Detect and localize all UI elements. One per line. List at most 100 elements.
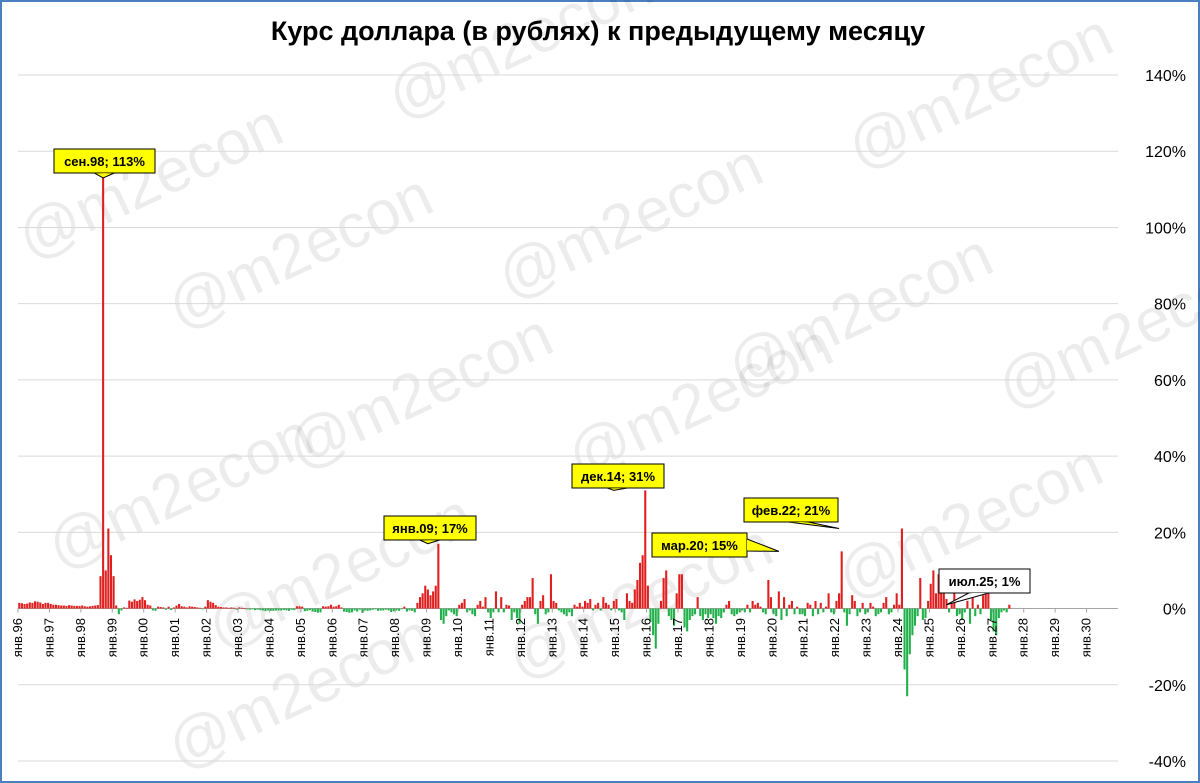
data-bar <box>801 608 804 615</box>
y-tick-label: -40% <box>1149 754 1186 771</box>
data-bar <box>193 607 196 609</box>
data-bar <box>790 600 793 609</box>
data-bar <box>170 608 173 611</box>
data-bar <box>437 543 440 609</box>
data-bar <box>743 608 746 613</box>
data-bar <box>678 574 681 609</box>
data-bar <box>290 608 293 610</box>
callout: дек.14; 31% <box>571 463 665 491</box>
data-bar <box>950 602 953 609</box>
data-bar <box>214 605 217 609</box>
data-bar <box>405 608 408 612</box>
data-bar <box>858 608 862 613</box>
data-bar <box>921 608 924 620</box>
data-bar <box>411 608 414 611</box>
y-tick-label: 0% <box>1163 602 1186 619</box>
data-bar <box>670 608 673 620</box>
x-tick-label: янв.28 <box>1016 618 1031 657</box>
data-bar <box>1003 608 1006 611</box>
data-bar <box>882 602 885 609</box>
data-bar <box>924 608 927 619</box>
data-bar <box>115 605 118 609</box>
data-bar <box>667 608 670 617</box>
data-bar <box>460 602 463 609</box>
data-bar <box>253 608 257 611</box>
data-bar <box>175 605 178 609</box>
data-bar <box>838 593 841 609</box>
data-bar <box>196 607 199 609</box>
data-bar <box>877 608 880 615</box>
data-bar <box>324 606 327 609</box>
x-tick-label: янв.01 <box>167 618 182 657</box>
data-bar <box>439 608 443 620</box>
data-bar <box>86 606 89 609</box>
data-bar <box>751 600 754 609</box>
data-bar <box>673 608 676 626</box>
callout-box <box>938 568 1031 594</box>
x-axis-ticks: янв.96 янв.97 янв.98 янв.99 янв.00 янв.01 янв.… <box>10 608 1094 657</box>
x-tick-label: янв.11 <box>481 618 496 656</box>
data-bar <box>78 605 81 609</box>
data-bar <box>395 608 398 611</box>
data-bar <box>413 608 416 613</box>
data-bar <box>623 608 626 620</box>
data-bar <box>570 608 573 617</box>
data-bar <box>890 608 893 613</box>
data-bar <box>942 585 945 609</box>
data-bar <box>149 605 152 609</box>
data-bar <box>819 602 822 609</box>
data-bar <box>424 585 427 609</box>
callout-label: янв.09; 17% <box>392 521 468 536</box>
data-bar <box>136 600 139 609</box>
data-bar <box>953 587 956 609</box>
data-bar <box>521 604 524 609</box>
x-tick-label: янв.03 <box>230 618 245 657</box>
data-bar <box>463 599 466 609</box>
data-bar <box>636 579 639 609</box>
data-bar <box>120 608 123 611</box>
data-bar <box>382 608 385 611</box>
data-bar <box>295 606 298 609</box>
data-bar <box>60 605 63 609</box>
data-bar <box>280 608 283 611</box>
gridlines <box>18 74 1118 762</box>
x-tick-label: янв.97 <box>41 618 56 657</box>
data-bar <box>88 606 92 609</box>
data-bar <box>65 605 68 609</box>
data-bar <box>47 602 50 609</box>
data-bar <box>366 608 369 611</box>
data-bar <box>332 606 335 609</box>
data-bar <box>487 608 490 613</box>
data-bar <box>709 608 712 615</box>
data-bar <box>154 608 157 611</box>
data-bar <box>159 607 162 609</box>
data-bar <box>94 605 97 609</box>
y-tick-label: 40% <box>1154 449 1186 466</box>
x-tick-label: янв.26 <box>953 618 968 657</box>
data-bar <box>484 597 487 609</box>
data-bar <box>353 608 356 611</box>
data-bar <box>927 600 930 609</box>
data-bar <box>638 562 642 609</box>
data-bar <box>683 608 686 628</box>
data-bar <box>686 608 689 632</box>
data-bar <box>662 578 665 609</box>
data-bar <box>369 608 372 611</box>
x-tick-label: янв.20 <box>764 618 779 657</box>
watermark-text: @m2econ <box>987 240 1200 422</box>
data-bar <box>725 604 728 609</box>
callout: сен.98; 113% <box>53 148 156 179</box>
x-tick-label: янв.96 <box>10 618 25 657</box>
x-tick-label: янв.23 <box>859 618 874 657</box>
data-bar <box>515 608 518 619</box>
data-bar <box>164 608 168 610</box>
data-bar <box>178 603 181 609</box>
data-bar <box>641 555 644 609</box>
data-bar <box>128 600 131 609</box>
data-bar <box>646 585 649 609</box>
data-bar <box>479 600 482 609</box>
x-tick-label: янв.04 <box>261 618 276 657</box>
x-tick-label: янв.13 <box>544 618 559 657</box>
chart-title: Курс доллара (в рублях) к предыдущему ме… <box>270 16 926 46</box>
watermark-text: @m2econ <box>277 300 563 482</box>
